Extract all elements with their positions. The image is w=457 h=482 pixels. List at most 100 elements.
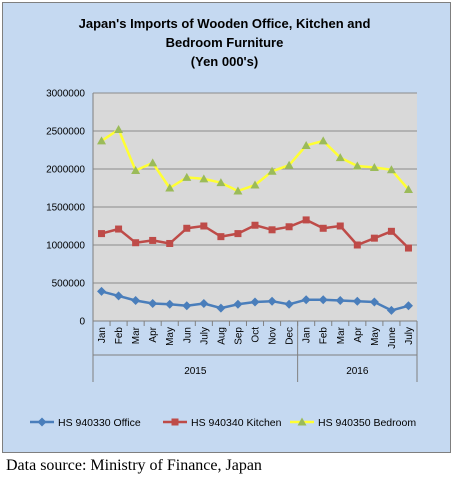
x-tick-label: Nov	[268, 327, 279, 345]
data-point	[148, 158, 158, 167]
x-tick-label: July	[199, 327, 210, 345]
data-point	[132, 239, 140, 247]
data-point	[98, 230, 106, 238]
x-tick-label: Apr	[353, 326, 364, 342]
data-point	[114, 124, 124, 133]
y-tick-label: 500000	[52, 279, 86, 290]
x-tick-label: July	[404, 327, 415, 345]
x-tick-label: Oct	[251, 327, 262, 343]
chart-title-line-3: (Yen 000's)	[190, 54, 259, 69]
x-tick-label: June	[387, 327, 398, 349]
legend-marker	[171, 418, 179, 426]
data-point	[165, 299, 175, 309]
x-tick-label: Aug	[216, 327, 227, 345]
data-point	[404, 244, 412, 252]
data-point	[199, 174, 209, 183]
data-point	[115, 225, 123, 233]
data-point	[166, 239, 174, 247]
data-point	[148, 299, 158, 309]
chart-title: Japan's Imports of Wooden Office, Kitche…	[0, 14, 449, 71]
legend-entry-label: HS 940350 Bedroom	[318, 417, 416, 429]
data-point	[131, 166, 141, 175]
legend-entry-label: HS 940330 Office	[58, 417, 141, 429]
data-point	[199, 299, 209, 309]
data-point	[370, 234, 378, 242]
legend-entry-label: HS 940340 Kitchen	[191, 417, 282, 429]
data-point	[403, 185, 413, 194]
data-point	[302, 216, 310, 224]
chart-title-line-1: Japan's Imports of Wooden Office, Kitche…	[78, 16, 371, 31]
data-point	[267, 296, 277, 306]
data-point	[233, 299, 243, 309]
data-point	[183, 224, 191, 232]
data-point	[250, 297, 260, 307]
data-point	[251, 221, 259, 229]
x-tick-label: Mar	[336, 326, 347, 344]
data-point	[301, 140, 311, 149]
data-point	[353, 241, 361, 249]
x-group-label: 2015	[184, 366, 207, 377]
data-point	[335, 153, 345, 162]
data-point	[336, 222, 344, 230]
data-point	[319, 224, 327, 232]
y-axis: 0 500000 1000000 1500000 2000000 2500000 30000…	[46, 89, 94, 328]
y-tick-label: 2000000	[46, 165, 85, 176]
data-point	[403, 301, 413, 311]
y-tick-label: 1500000	[46, 203, 85, 214]
x-tick-label: Jan	[302, 327, 313, 343]
data-point	[284, 299, 294, 309]
data-point	[318, 295, 328, 305]
x-tick-label: May	[165, 327, 176, 346]
data-point	[217, 233, 225, 241]
data-point	[284, 160, 294, 169]
data-point	[250, 180, 260, 189]
x-tick-label: Feb	[114, 327, 125, 345]
legend-marker	[37, 417, 47, 427]
data-point	[267, 166, 277, 175]
legend: HS 940330 Office HS 940340 Kitchen HS 9403…	[30, 417, 416, 429]
data-point	[97, 286, 107, 296]
y-tick-label: 0	[79, 317, 85, 328]
data-source-note: Data source: Ministry of Finance, Japan	[6, 457, 262, 474]
x-axis: Jan Feb Mar Apr May Jun July Aug Sep Oct Nov Dec Jan…	[92, 320, 418, 382]
x-tick-label: Sep	[233, 327, 244, 345]
data-point	[352, 296, 362, 306]
data-point	[114, 291, 124, 301]
data-point	[165, 183, 175, 192]
data-point	[301, 295, 311, 305]
data-point	[352, 161, 362, 170]
x-tick-label: May	[370, 327, 381, 346]
y-tick-label: 3000000	[46, 89, 85, 100]
x-tick-label: Mar	[131, 326, 142, 344]
data-point	[216, 178, 226, 187]
data-point	[369, 297, 379, 307]
x-tick-label: Jun	[182, 327, 193, 343]
y-tick-label: 1000000	[46, 241, 85, 252]
x-tick-label: Jan	[97, 327, 108, 343]
data-point	[369, 162, 379, 171]
data-point	[386, 305, 396, 315]
x-tick-label: Dec	[285, 327, 296, 345]
x-tick-label: Feb	[319, 327, 330, 345]
data-point	[234, 230, 242, 238]
data-point	[386, 165, 396, 174]
chart-title-line-2: Bedroom Furniture	[165, 35, 284, 50]
data-point	[233, 186, 243, 195]
data-point	[285, 223, 293, 231]
legend-marker	[297, 417, 307, 426]
data-point	[387, 227, 395, 235]
data-point	[131, 295, 141, 305]
data-point	[182, 172, 192, 181]
data-point	[268, 226, 276, 234]
data-point	[335, 295, 345, 305]
x-group-label: 2016	[346, 366, 369, 377]
series-markers	[97, 124, 413, 315]
data-point	[216, 303, 226, 313]
data-point	[200, 222, 208, 230]
data-point	[149, 236, 157, 244]
y-tick-label: 2500000	[46, 127, 85, 138]
data-point	[97, 136, 107, 145]
data-point	[318, 136, 328, 145]
x-tick-label: Apr	[148, 326, 159, 342]
